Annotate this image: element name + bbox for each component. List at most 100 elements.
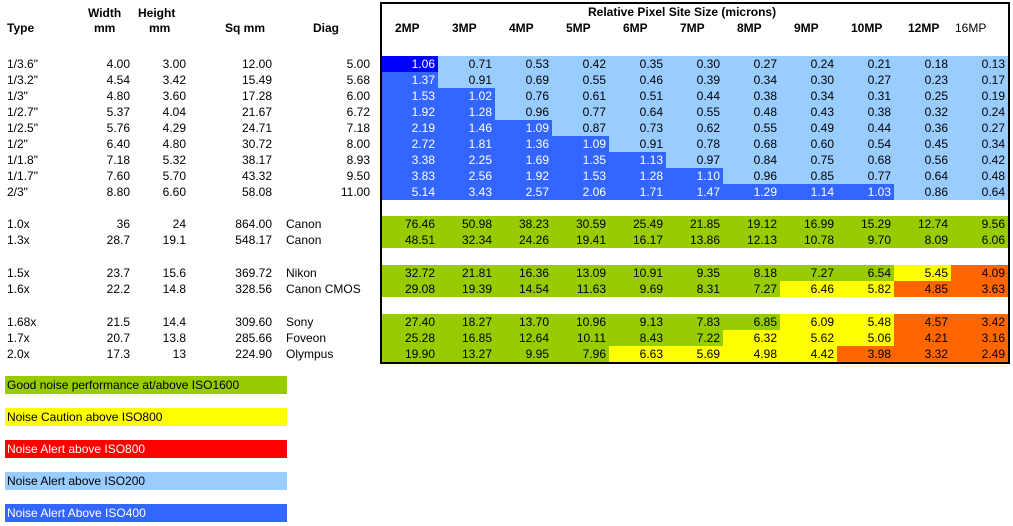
pixel-size-cell: 0.21 <box>837 56 894 72</box>
sensor-sq-mm: 548.17 <box>235 233 272 247</box>
pixel-size-cell: 4.09 <box>951 265 1008 281</box>
pixel-size-cell: 9.95 <box>495 346 552 362</box>
pixel-size-cell: 0.13 <box>951 56 1008 72</box>
pixel-size-cell: 0.35 <box>609 56 666 72</box>
sensor-diag: 5.68 <box>346 73 370 87</box>
pixel-size-cell: 8.09 <box>894 232 951 248</box>
pixel-size-cell: 4.42 <box>780 346 837 362</box>
pixel-size-cell: 7.27 <box>723 281 780 297</box>
sensor-type: 1.68x <box>7 315 37 329</box>
sensor-sq-mm: 12.00 <box>241 57 272 71</box>
pixel-size-cell: 9.56 <box>951 216 1008 232</box>
pixel-size-cell: 1.29 <box>723 184 780 200</box>
pixel-size-cell: 8.31 <box>666 281 723 297</box>
pixel-size-cell: 1.46 <box>438 120 495 136</box>
pixel-size-cell: 0.17 <box>951 72 1008 88</box>
sensor-brand: Foveon <box>286 331 327 345</box>
pixel-size-cell: 1.47 <box>666 184 723 200</box>
pixel-size-cell: 5.14 <box>381 184 438 200</box>
pixel-size-cell: 10.96 <box>552 314 609 330</box>
pixel-size-cell: 0.31 <box>837 88 894 104</box>
sensor-height: 19.1 <box>162 233 186 247</box>
pixel-size-cell: 0.48 <box>951 168 1008 184</box>
pixel-size-cell: 1.37 <box>381 72 438 88</box>
pixel-size-cell: 27.40 <box>381 314 438 330</box>
pixel-size-cell: 2.06 <box>552 184 609 200</box>
pixel-size-cell: 6.09 <box>780 314 837 330</box>
sensor-height: 5.70 <box>162 169 186 183</box>
pixel-size-cell: 0.69 <box>495 72 552 88</box>
pixel-size-cell: 0.64 <box>609 104 666 120</box>
pixel-size-cell: 76.46 <box>381 216 438 232</box>
pixel-size-cell: 4.85 <box>894 281 951 297</box>
sensor-diag: 5.00 <box>346 57 370 71</box>
pixel-size-cell: 0.19 <box>951 88 1008 104</box>
pixel-size-cell: 0.34 <box>723 72 780 88</box>
pixel-size-cell: 16.36 <box>495 265 552 281</box>
sensor-sq-mm: 369.72 <box>235 266 272 280</box>
pixel-size-cell: 0.30 <box>666 56 723 72</box>
pixel-size-cell: 3.42 <box>951 314 1008 330</box>
pixel-size-cell: 14.54 <box>495 281 552 297</box>
mp-header-9mp: 9MP <box>794 21 819 35</box>
pixel-size-cell: 6.54 <box>837 265 894 281</box>
sensor-width: 5.76 <box>106 121 130 135</box>
pixel-size-cell: 5.45 <box>894 265 951 281</box>
pixel-size-cell: 29.08 <box>381 281 438 297</box>
pixel-size-cell: 1.36 <box>495 136 552 152</box>
sensor-height: 14.4 <box>162 315 186 329</box>
pixel-size-cell: 5.48 <box>837 314 894 330</box>
pixel-size-cell: 4.21 <box>894 330 951 346</box>
pixel-size-cell: 5.62 <box>780 330 837 346</box>
pixel-size-cell: 0.64 <box>894 168 951 184</box>
sensor-width: 4.54 <box>106 73 130 87</box>
sensor-type: 1/2" <box>7 137 28 151</box>
pixel-size-cell: 3.43 <box>438 184 495 200</box>
sensor-type: 1.6x <box>7 282 30 296</box>
legend-item: Noise Caution above ISO800 <box>5 408 287 426</box>
mp-header-7mp: 7MP <box>680 21 705 35</box>
pixel-size-cell: 3.83 <box>381 168 438 184</box>
sensor-diag: 8.93 <box>346 153 370 167</box>
mp-header-5mp: 5MP <box>566 21 591 35</box>
sensor-brand: Nikon <box>286 266 317 280</box>
pixel-size-cell: 3.98 <box>837 346 894 362</box>
pixel-size-cell: 2.25 <box>438 152 495 168</box>
pixel-size-cell: 3.32 <box>894 346 951 362</box>
pixel-size-cell: 0.78 <box>666 136 723 152</box>
pixel-size-cell: 8.43 <box>609 330 666 346</box>
mp-header-6mp: 6MP <box>623 21 648 35</box>
sensor-diag: 7.18 <box>346 121 370 135</box>
pixel-size-cell: 16.17 <box>609 232 666 248</box>
pixel-size-cell: 0.53 <box>495 56 552 72</box>
pixel-size-cell: 1.06 <box>381 56 438 72</box>
pixel-size-cell: 1.92 <box>495 168 552 184</box>
pixel-size-cell: 32.34 <box>438 232 495 248</box>
pixel-size-cell: 19.12 <box>723 216 780 232</box>
pixel-size-cell: 0.77 <box>552 104 609 120</box>
pixel-size-cell: 2.56 <box>438 168 495 184</box>
sensor-width: 17.3 <box>106 347 130 361</box>
pixel-size-cell: 1.28 <box>609 168 666 184</box>
legend-item: Noise Alert Above ISO400 <box>5 504 287 522</box>
pixel-size-cell: 25.28 <box>381 330 438 346</box>
pixel-size-cell: 7.96 <box>552 346 609 362</box>
sensor-width: 7.18 <box>106 153 130 167</box>
pixel-size-cell: 15.29 <box>837 216 894 232</box>
sensor-sq-mm: 43.32 <box>241 169 272 183</box>
pixel-size-cell: 21.85 <box>666 216 723 232</box>
sensor-height: 6.60 <box>162 185 186 199</box>
pixel-size-cell: 13.86 <box>666 232 723 248</box>
pixel-size-cell: 0.42 <box>552 56 609 72</box>
pixel-size-cell: 0.86 <box>894 184 951 200</box>
sensor-width: 6.40 <box>106 137 130 151</box>
pixel-size-cell: 13.27 <box>438 346 495 362</box>
header-type: Type <box>7 21 35 35</box>
pixel-size-cell: 48.51 <box>381 232 438 248</box>
sensor-type: 1/2.7" <box>7 105 38 119</box>
pixel-size-cell: 0.45 <box>894 136 951 152</box>
pixel-size-cell: 1.53 <box>381 88 438 104</box>
pixel-size-cell: 0.39 <box>666 72 723 88</box>
sensor-sq-mm: 30.72 <box>241 137 272 151</box>
sensor-diag: 11.00 <box>340 185 370 199</box>
